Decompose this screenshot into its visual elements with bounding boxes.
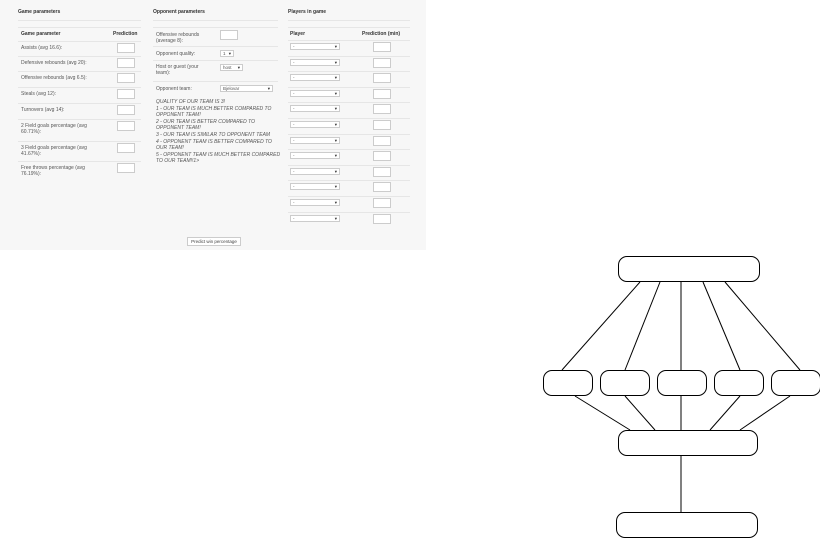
diagram-middle-node (714, 370, 764, 396)
game-param-input[interactable] (117, 105, 135, 115)
diagram-middle-node (543, 370, 593, 396)
game-param-input[interactable] (117, 143, 135, 153)
player-select[interactable]: - (290, 74, 340, 82)
note-line: 5 - OPPONENT TEAM IS MUCH BETTER COMPARE… (156, 151, 281, 165)
game-param-input[interactable] (117, 89, 135, 99)
game-param-input[interactable] (117, 43, 135, 53)
player-minutes-input[interactable] (373, 135, 391, 146)
player-select[interactable]: - (290, 199, 340, 206)
player-select[interactable]: - (290, 58, 340, 66)
player-minutes-input[interactable] (373, 166, 391, 177)
connector-line (624, 395, 656, 431)
diagram-top-node (618, 256, 760, 282)
opponent-quality-select[interactable]: 1 (220, 50, 234, 57)
connector-line (709, 395, 741, 431)
player-select[interactable]: - (290, 167, 340, 175)
game-param-label: Free throws percentage (avg 76.19%): (21, 165, 85, 177)
player-header: Player (290, 31, 306, 37)
player-select[interactable]: - (290, 43, 340, 50)
game-param-label: Offensive rebounds (avg 6.5): (21, 75, 87, 81)
prediction-min-header: Prediction (min) (362, 31, 401, 37)
player-select[interactable]: - (290, 183, 340, 191)
player-select[interactable]: - (290, 136, 340, 144)
diagram-middle-node (771, 370, 820, 396)
diagram-middle-node (657, 370, 707, 396)
diagram-bottom-node (616, 512, 758, 538)
player-select[interactable]: - (290, 121, 340, 128)
player-minutes-input[interactable] (373, 73, 391, 84)
note-line: 2 - OUR TEAM IS BETTER COMPARED TO OPPON… (156, 118, 255, 132)
team-quality-notes: QUALITY OF OUR TEAM IS 3! 1 - OUR TEAM I… (156, 99, 281, 165)
connector-line (574, 395, 631, 431)
player-select[interactable]: - (290, 105, 340, 113)
connector-line (702, 281, 741, 371)
game-param-label: 3 Field goals percentage (avg 41.67%): (21, 145, 87, 157)
host-guest-select[interactable]: host (220, 64, 243, 71)
connector-line (624, 281, 661, 371)
game-parameter-header: Game parameter (21, 31, 61, 37)
connector-line (739, 395, 791, 431)
connector-line (561, 281, 641, 371)
opponent-team-label: Opponent team: (156, 86, 192, 92)
connector-line (724, 281, 801, 371)
note-line: 4 - OPPONENT TEAM IS BETTER COMPARED TO … (156, 138, 272, 152)
players-title: Players in game (288, 9, 327, 15)
opponent-quality-label: Opponent quality: (156, 51, 196, 57)
note-line: 3 - OUR TEAM IS SIMILAR TO OPPONENT TEAM (156, 131, 271, 138)
note-line: 1 - OUR TEAM IS MUCH BETTER COMPARED TO … (156, 105, 272, 119)
game-parameters-title: Game parameters (18, 9, 61, 15)
game-param-label: Assists (avg 16.6): (21, 45, 63, 51)
player-minutes-input[interactable] (373, 213, 391, 224)
diagram-merge-node (618, 430, 758, 456)
game-param-input[interactable] (117, 73, 135, 83)
opponent-team-select[interactable]: Bjelovar (220, 85, 273, 92)
prediction-header: Prediction (113, 31, 138, 37)
player-minutes-input[interactable] (373, 57, 391, 68)
diagram-middle-node (600, 370, 650, 396)
game-param-input[interactable] (117, 58, 135, 68)
opponent-parameters-title: Opponent parameters (153, 9, 205, 15)
note-line: QUALITY OF OUR TEAM IS 3! (156, 99, 225, 105)
player-minutes-input[interactable] (373, 104, 391, 115)
player-select[interactable]: - (290, 152, 340, 160)
game-param-label: 2 Field goals percentage (avg 60.71%): (21, 123, 87, 135)
game-param-label: Defensive rebounds (avg 20): (21, 60, 87, 66)
player-minutes-input[interactable] (373, 182, 391, 193)
player-minutes-input[interactable] (373, 88, 391, 99)
game-param-input[interactable] (117, 121, 135, 131)
player-minutes-input[interactable] (373, 42, 391, 52)
player-minutes-input[interactable] (373, 120, 391, 130)
game-param-input[interactable] (117, 163, 135, 173)
player-select[interactable]: - (290, 214, 340, 222)
predict-win-percentage-button[interactable]: Predict win percentage (187, 237, 241, 246)
player-minutes-input[interactable] (373, 151, 391, 162)
game-param-label: Steals (avg 12): (21, 91, 57, 97)
game-param-label: Turnovers (avg 14): (21, 107, 65, 113)
player-select[interactable]: - (290, 89, 340, 97)
player-minutes-input[interactable] (373, 198, 391, 208)
form-panel: Game parameters Game parameter Predictio… (0, 0, 426, 250)
offensive-rebounds-label: Offensive rebounds (average 8): (156, 32, 200, 44)
host-guest-label: Host or guest (your team): (156, 64, 199, 76)
offensive-rebounds-input[interactable] (220, 30, 238, 40)
